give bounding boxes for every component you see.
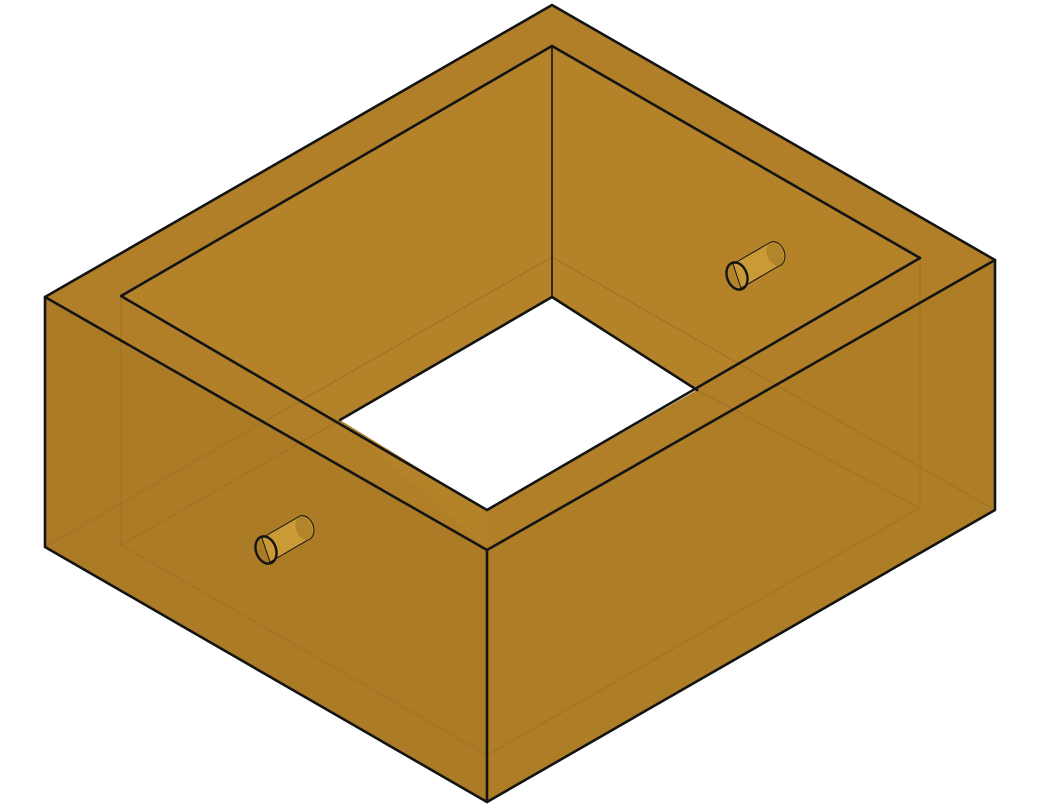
back-right-pin [725,241,786,291]
right-outer-face [487,260,995,802]
inner-back-right-wall [552,46,920,390]
inner-back-left-wall [121,46,552,420]
model-edges [43,3,997,804]
through-opening [340,297,697,510]
left-face-pin [254,515,315,565]
